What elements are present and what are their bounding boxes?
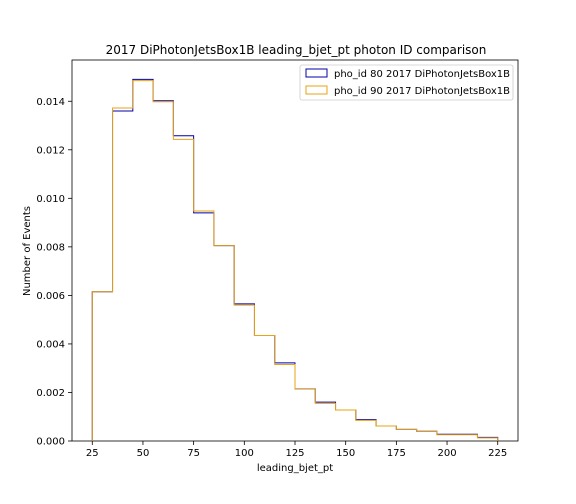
x-tick-label: 25 xyxy=(86,448,99,459)
legend: pho_id 80 2017 DiPhotonJetsBox1B pho_id … xyxy=(299,64,514,101)
y-tick-label: 0.002 xyxy=(36,388,65,399)
series-2-step-line xyxy=(91,80,499,441)
x-tick-label: 225 xyxy=(488,448,507,459)
y-tick-label: 0.010 xyxy=(36,194,65,205)
legend-label-series-2: pho_id 90 2017 DiPhotonJetsBox1B xyxy=(334,86,510,97)
x-tick-label: 100 xyxy=(235,448,254,459)
x-axis: 25 50 75 100 125 150 175 200 225 xyxy=(86,441,507,459)
legend-frame xyxy=(299,64,514,101)
chart-title: 2017 DiPhotonJetsBox1B leading_bjet_pt p… xyxy=(106,43,487,57)
legend-swatch-series-2 xyxy=(305,85,328,95)
y-tick-label: 0.004 xyxy=(36,339,65,350)
y-tick-label: 0.000 xyxy=(36,437,65,448)
x-tick-label: 50 xyxy=(137,448,150,459)
x-tick-label: 175 xyxy=(387,448,406,459)
x-tick-label: 150 xyxy=(336,448,355,459)
plot-area xyxy=(71,59,519,442)
x-tick-label: 125 xyxy=(285,448,304,459)
y-axis-title: Number of Events xyxy=(22,206,33,296)
x-tick-label: 75 xyxy=(187,448,200,459)
legend-label-series-1: pho_id 80 2017 DiPhotonJetsBox1B xyxy=(334,69,510,80)
x-tick-label: 200 xyxy=(437,448,456,459)
y-tick-label: 0.012 xyxy=(36,145,65,156)
x-axis-title: leading_bjet_pt xyxy=(257,463,333,474)
series-group xyxy=(91,78,499,441)
legend-swatch-series-1 xyxy=(305,68,328,78)
y-axis: 0.000 0.002 0.004 0.006 0.008 0.010 0.012 0.014 xyxy=(36,97,72,448)
y-tick-label: 0.014 xyxy=(36,97,65,108)
y-tick-label: 0.008 xyxy=(36,242,65,253)
y-tick-label: 0.006 xyxy=(36,291,65,302)
